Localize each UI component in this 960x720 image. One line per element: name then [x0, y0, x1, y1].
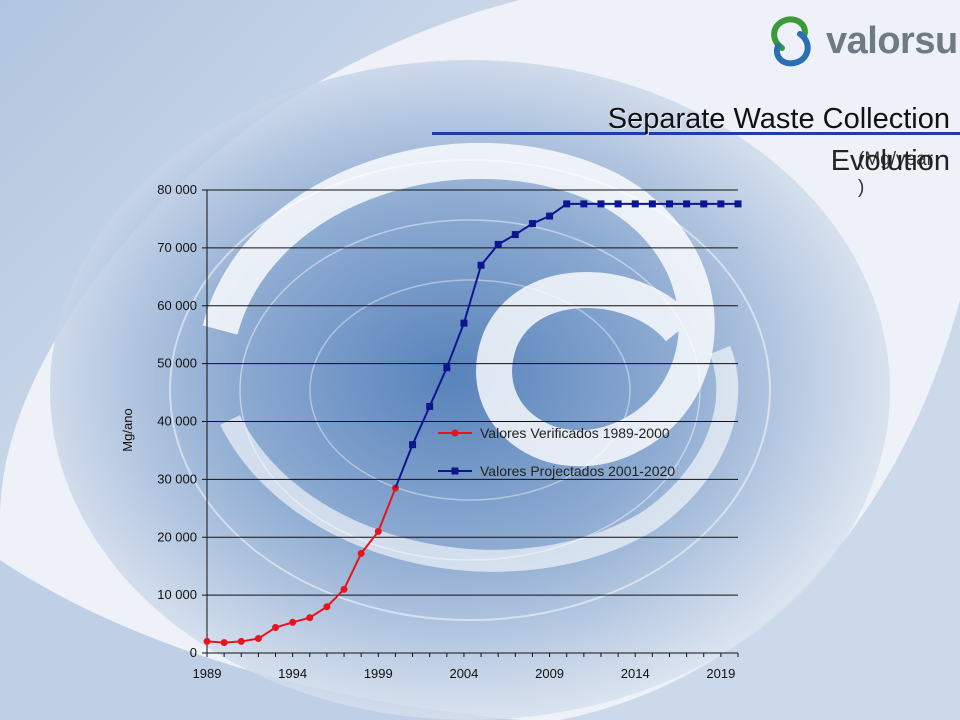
data-point	[340, 585, 348, 593]
valorsul-logo	[771, 16, 811, 67]
legend-marker	[451, 429, 459, 437]
data-point	[306, 614, 314, 622]
logo-swirl-icon	[771, 16, 811, 67]
data-point	[734, 200, 742, 208]
y-tick-label: 10 000	[157, 587, 197, 602]
y-tick-label: 50 000	[157, 356, 197, 371]
y-tick-label: 30 000	[157, 471, 197, 486]
x-tick-label: 1989	[193, 666, 222, 681]
data-point	[511, 231, 519, 239]
data-point	[460, 319, 468, 327]
data-point	[477, 261, 485, 269]
y-axis-label: Mg/ano	[120, 408, 135, 451]
x-tick-label: 2009	[535, 666, 564, 681]
y-tick-label: 0	[190, 645, 197, 660]
data-point	[614, 200, 622, 208]
data-point	[580, 200, 588, 208]
y-tick-label: 70 000	[157, 240, 197, 255]
data-point	[220, 639, 228, 647]
data-point	[443, 364, 451, 372]
legend-label: Valores Verificados 1989-2000	[480, 425, 670, 441]
data-point	[597, 200, 605, 208]
series-layer	[203, 200, 742, 647]
y-tick-label: 20 000	[157, 529, 197, 544]
data-point	[528, 220, 536, 228]
series-line-1	[206, 487, 397, 644]
data-point	[648, 200, 656, 208]
data-point	[717, 200, 725, 208]
x-tick-label: 1994	[278, 666, 307, 681]
page-title-line2: Evolution	[830, 145, 950, 177]
data-point	[203, 637, 211, 645]
data-point	[409, 441, 417, 449]
data-point	[289, 618, 297, 626]
y-tick-label: 60 000	[157, 298, 197, 313]
series-line-2	[394, 202, 738, 489]
data-point	[665, 200, 673, 208]
legend-label: Valores Projectados 2001-2020	[480, 463, 675, 479]
x-tick-label: 2004	[449, 666, 478, 681]
unit-label: (Mg/year )	[858, 146, 958, 202]
data-point	[254, 635, 262, 643]
unit-text: (Mg/year )	[858, 149, 933, 198]
data-point	[426, 402, 434, 410]
x-tick-label: 1999	[364, 666, 393, 681]
page-title: Separate Waste Collection	[607, 103, 950, 135]
x-tick-label: 2014	[621, 666, 650, 681]
data-point	[272, 624, 280, 632]
data-point	[563, 200, 571, 208]
logo-wordmark: valorsul	[826, 20, 960, 62]
data-point	[700, 200, 708, 208]
y-axis-ticks: 0 10 000 20 000 30 000 40 000 50 000 60 000 70 …	[157, 182, 207, 660]
x-axis-ticks: 1989 1994 1999 2004 2009 2014 2019	[193, 653, 739, 681]
gridlines	[207, 189, 738, 596]
y-tick-label: 40 000	[157, 414, 197, 429]
data-point	[631, 200, 639, 208]
x-tick-label: 2019	[706, 666, 735, 681]
y-tick-label: 80 000	[157, 182, 197, 197]
data-point	[237, 637, 245, 645]
data-point	[546, 212, 554, 220]
legend-marker	[451, 467, 459, 475]
data-point	[357, 549, 365, 557]
data-point	[494, 240, 502, 248]
legend: Valores Verificados 1989-2000 Valores Pro…	[438, 425, 675, 479]
data-point	[374, 527, 382, 535]
data-point	[683, 200, 691, 208]
title-underline	[432, 132, 960, 135]
data-point	[323, 603, 331, 611]
